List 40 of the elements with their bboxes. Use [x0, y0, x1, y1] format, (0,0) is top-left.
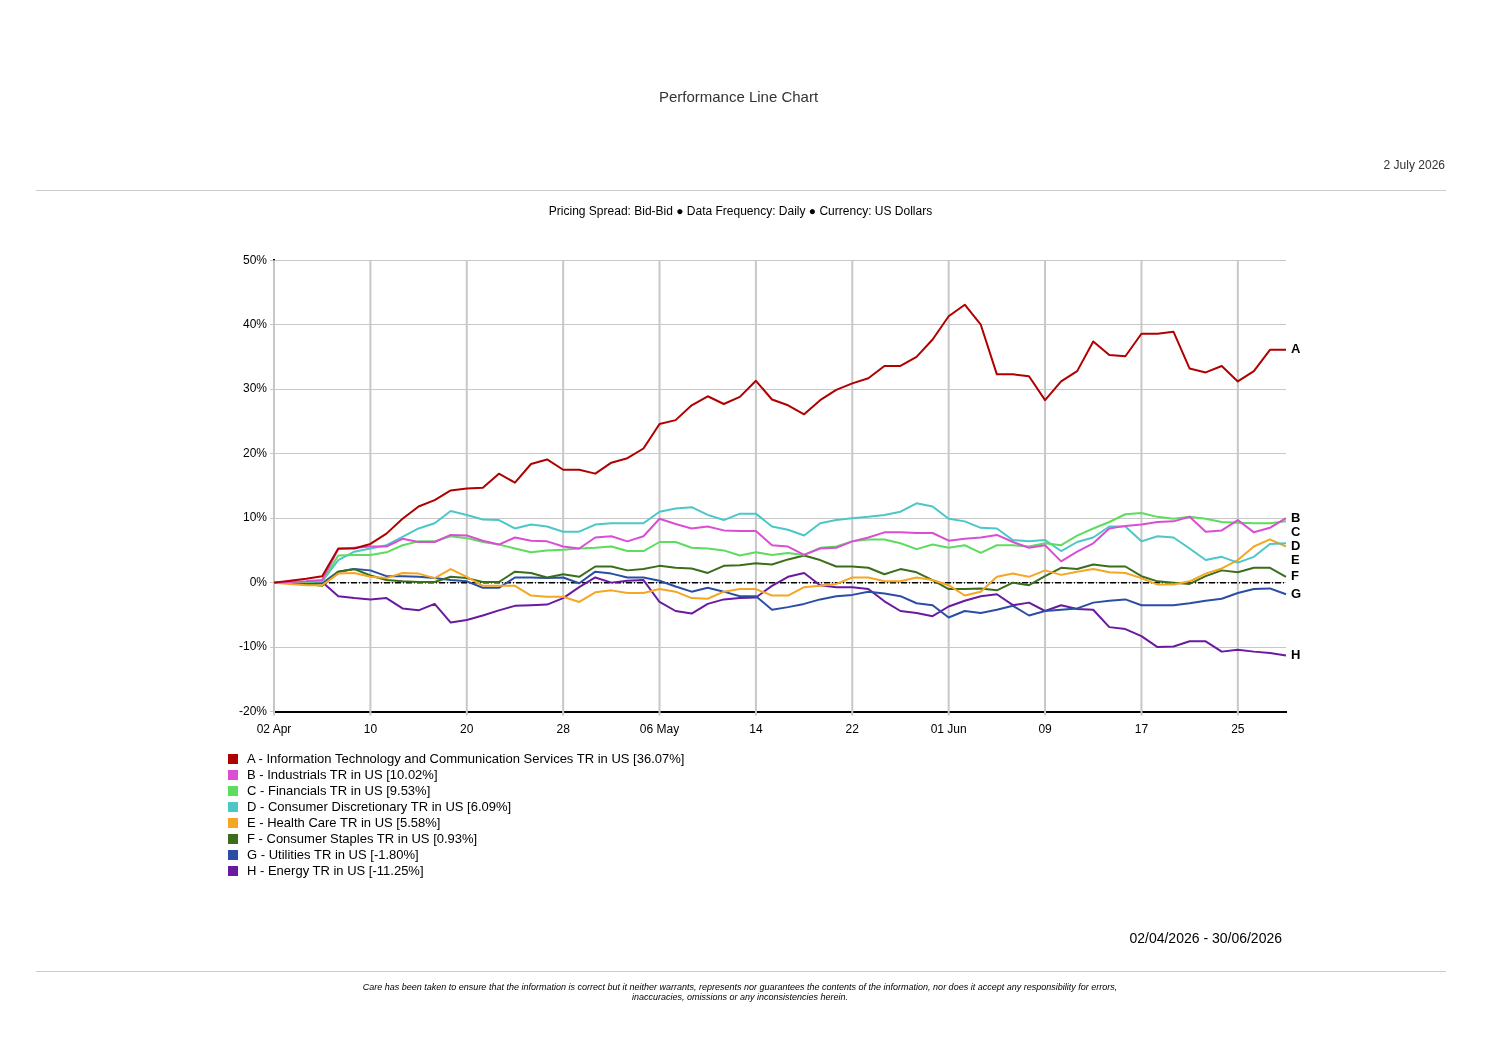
legend-label: G - Utilities TR in US [-1.80%]: [247, 847, 419, 862]
chart-subtitle: Pricing Spread: Bid-Bid ● Data Frequency: Daily ● Currency: US Dollars: [547, 204, 934, 218]
x-tick-label: 09: [1038, 722, 1053, 737]
legend-label: C - Financials TR in US [9.53%]: [247, 783, 431, 798]
x-tick-label: 02 Apr: [256, 722, 292, 737]
text: Care has been taken to ensure that the information is correct but it neither warrants, represents nor guarantees the contents of the information, nor does it accept any responsibility for errors, inaccuracies, omissions or any inconsistencies herein.: [361, 982, 1119, 1002]
text: E: [1291, 551, 1300, 567]
x-tick-label: 01 Jun: [930, 722, 967, 737]
x-tick-label: 28: [556, 722, 571, 737]
text: A: [1291, 341, 1301, 357]
legend-label: A - Information Technology and Communication Services TR in US [36.07%]: [247, 751, 685, 766]
legend-label: E - Health Care TR in US [5.58%]: [247, 815, 441, 830]
x-tick-label: 06 May: [639, 722, 680, 737]
y-tick-label: 0%: [249, 574, 268, 589]
text: B: [1291, 509, 1301, 525]
y-tick-label: -20%: [239, 703, 268, 718]
text: F: [1291, 568, 1299, 584]
legend-label: D - Consumer Discretionary TR in US [6.09%]: [247, 799, 512, 814]
text: G: [1291, 585, 1302, 601]
y-tick-label: 30%: [242, 381, 268, 396]
text: C: [1291, 523, 1301, 539]
legend-label: B - Industrials TR in US [10.02%]: [247, 767, 438, 782]
text: 2 July 2026: [1383, 158, 1445, 172]
x-tick-label: 10: [363, 722, 378, 737]
y-tick-label: 10%: [242, 510, 268, 525]
text: D: [1291, 537, 1301, 553]
x-tick-label: 20: [460, 722, 474, 737]
chart-title: Performance Line Chart: [657, 88, 820, 105]
x-tick-label: 22: [845, 722, 860, 737]
x-tick-label: 25: [1231, 722, 1245, 737]
legend-label: H - Energy TR in US [-11.25%]: [247, 863, 424, 878]
y-tick-label: -10%: [239, 639, 268, 654]
y-tick-label: 50%: [242, 252, 268, 267]
text: 02/04/2026 - 30/06/2026: [1129, 930, 1282, 946]
x-tick-label: 14: [749, 722, 763, 737]
y-tick-label: 20%: [242, 445, 268, 460]
text: H: [1291, 647, 1301, 663]
y-tick-label: 40%: [242, 317, 268, 331]
x-tick-label: 17: [1134, 722, 1149, 737]
legend-label: F - Consumer Staples TR in US [0.93%]: [247, 831, 478, 846]
